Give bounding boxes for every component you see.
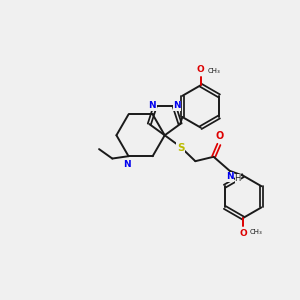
Text: N: N (173, 101, 181, 110)
Text: O: O (215, 131, 223, 142)
Text: H: H (235, 174, 241, 183)
Text: CH₃: CH₃ (250, 229, 262, 235)
Text: O: O (239, 229, 247, 238)
Text: S: S (177, 143, 184, 153)
Text: N: N (148, 101, 156, 110)
Text: N: N (149, 101, 157, 110)
Text: N: N (123, 160, 131, 169)
Text: CH₃: CH₃ (207, 68, 220, 74)
Text: O: O (197, 65, 205, 74)
Text: N: N (226, 172, 234, 182)
